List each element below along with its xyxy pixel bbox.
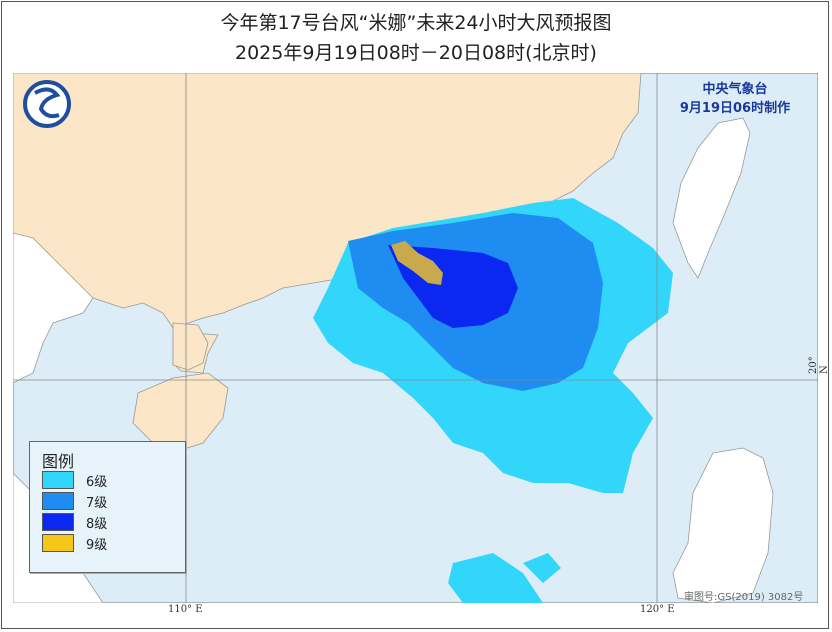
legend-item-7: 7级 [42,491,107,511]
legend-swatch [42,492,74,510]
agency-name: 中央气象台 [702,82,768,97]
legend-swatch [42,471,74,489]
legend-swatch [42,513,74,531]
lon-tick-110: 110° E [168,604,203,615]
legend: 图例 6级 7级 8级 9级 [29,441,186,573]
legend-item-9: 9级 [42,533,107,553]
wind-zone-9 [391,241,443,285]
legend-label: 6级 [86,474,108,490]
legend-item-6: 6级 [42,470,107,490]
leizhou-peninsula [172,322,209,371]
legend-item-8: 8级 [42,512,107,532]
legend-title: 图例 [42,452,75,471]
taiwan-island [672,117,751,279]
map-approval-number: 审图号:GS(2019) 3082号 [684,592,804,603]
map-title: 今年第17号台风“米娜”未来24小时大风预报图 [220,12,612,34]
issuing-agency: 中央气象台 9月19日06时制作 [660,80,810,118]
issue-time: 9月19日06时制作 [679,101,791,116]
map-subtitle: 2025年9月19日08时－20日08时(北京时) [235,42,597,64]
hainan-island [132,372,229,452]
legend-swatch [42,534,74,552]
legend-label: 8级 [86,516,108,532]
legend-label: 9级 [86,537,108,553]
lat-tick-20: 20° N [808,356,830,374]
legend-label: 7级 [86,495,108,511]
cma-logo [23,80,71,128]
luzon-island [672,447,774,603]
mainland-land [13,73,642,374]
lon-tick-120: 120° E [640,604,675,615]
wind-zone-6-south [448,553,561,603]
